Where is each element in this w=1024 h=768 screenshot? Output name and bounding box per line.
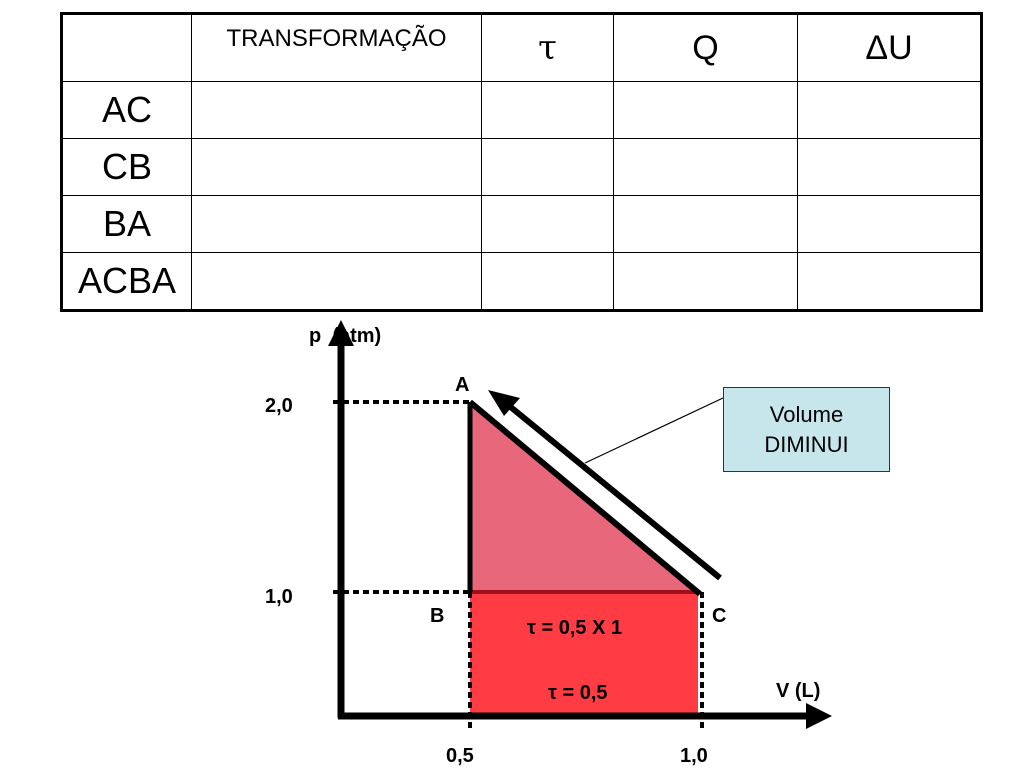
table-cell [481,138,614,196]
callout-line-2: DIMINUI [764,431,849,457]
process-ca-line [468,399,702,597]
x-axis-arrow-icon [806,703,832,729]
work-formula-label: τ = 0,5 X 1 [527,617,622,639]
direction-arrow-shaft [500,397,722,581]
table-header-row: TRANSFORMAÇÃO τ Q ΔU [61,13,982,82]
table-cell [613,252,798,311]
y-axis-label: p (atm) [309,325,381,347]
point-a-label: A [455,374,469,396]
table-cell [191,138,482,196]
table-cell [481,195,614,253]
y-tick-1: 1,0 [265,586,293,608]
table-cell [613,195,798,253]
work-rectangle [470,592,698,715]
callout-leader-line [584,397,724,464]
x-tick-10: 1,0 [680,745,708,767]
work-result-label: τ = 0,5 [548,682,608,704]
volume-callout-box: Volume DIMINUI [723,387,890,472]
table-cell [797,138,982,196]
table-cell [191,252,482,311]
table-row: BA [61,195,982,253]
row-label-ac: AC [61,81,192,139]
header-transformacao: TRANSFORMAÇÃO [191,13,482,82]
table-cell [481,252,614,311]
table-cell [797,81,982,139]
table-cell [613,138,798,196]
point-c-label: C [712,605,726,627]
table-cell [191,195,482,253]
header-q: Q [613,13,798,82]
table-row: ACBA [61,252,982,311]
y-axis-arrow-icon [328,320,354,346]
table-row: CB [61,138,982,196]
y-tick-2: 2,0 [265,395,293,417]
table-cell [797,252,982,311]
callout-line-1: Volume [769,401,844,427]
header-delta-u: ΔU [797,13,982,82]
table-cell [191,81,482,139]
row-label-cb: CB [61,138,192,196]
x-axis-label: V (L) [776,680,820,702]
direction-arrow-icon [488,390,520,416]
point-b-label: B [430,605,444,627]
row-label-acba: ACBA [61,252,192,311]
x-tick-05: 0,5 [446,745,474,767]
transformation-table: TRANSFORMAÇÃO τ Q ΔU AC CB BA ACBA [60,12,983,312]
